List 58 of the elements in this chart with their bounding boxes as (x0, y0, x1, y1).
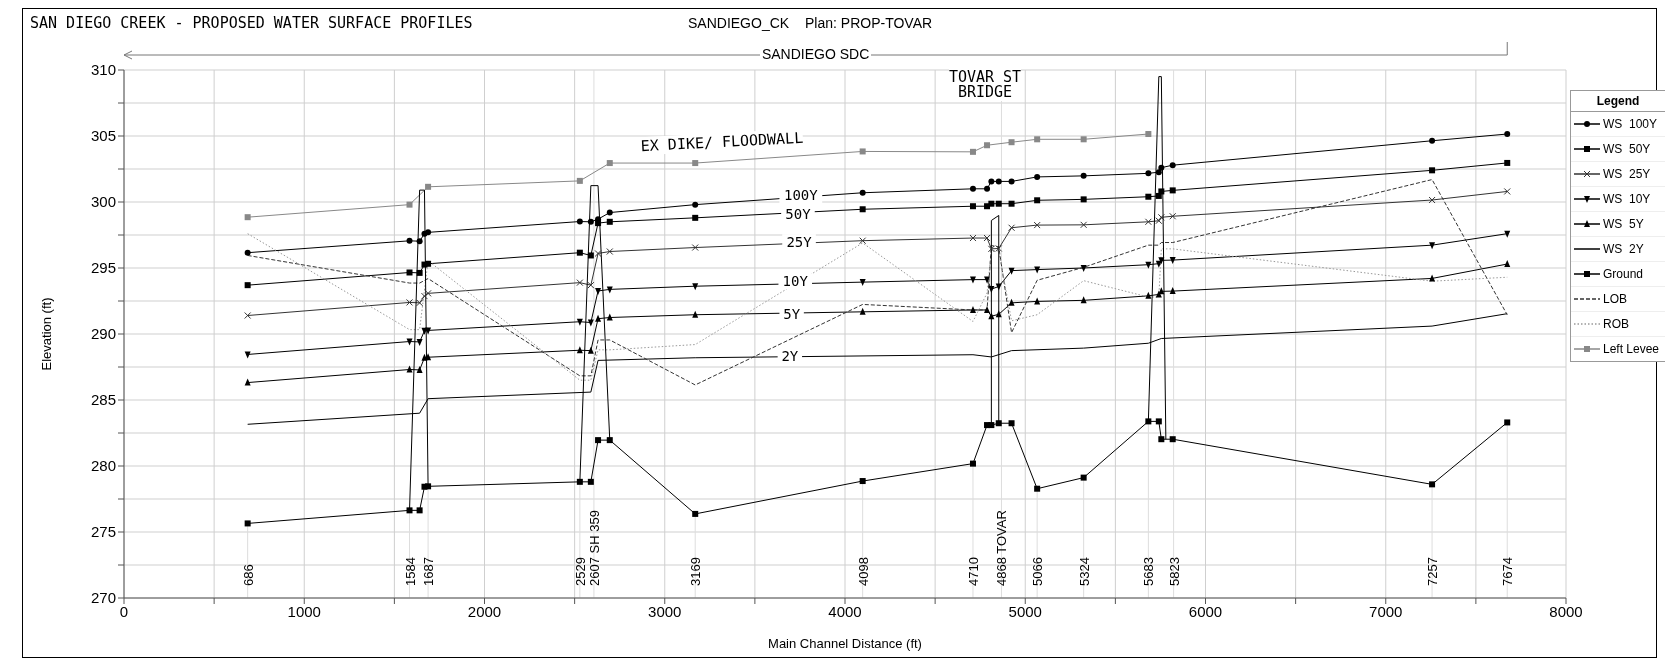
y-tick-label: 305 (90, 127, 116, 145)
ref-line-label: 1687 (421, 557, 437, 586)
x-tick-label: 7000 (1369, 602, 1403, 620)
chart-subtitle: SANDIEGO_CK (688, 15, 790, 31)
annotation: 50Y (785, 205, 812, 222)
ref-line-label: 1584 (402, 557, 418, 586)
ref-line-label: 2607 SH 359 (586, 510, 602, 586)
y-tick-label: 275 (90, 523, 116, 541)
text: Plan: PROP-TOVAR (805, 15, 933, 31)
annotation: 10Y (782, 273, 809, 290)
ref-line-label: 7257 (1425, 557, 1441, 586)
x-tick-label: 1000 (287, 602, 321, 620)
ref-line-label: 5324 (1076, 557, 1092, 586)
annotation: 100Y (783, 187, 819, 204)
x-tick-label: 5000 (1008, 602, 1042, 620)
legend-label: Left Levee (1603, 342, 1660, 356)
x-tick-label: 6000 (1188, 602, 1223, 620)
annotation: 2Y (781, 347, 799, 364)
legend-label: WS 100Y (1603, 117, 1658, 131)
y-tick-label: 290 (90, 325, 116, 343)
chart-title: SAN DIEGO CREEK - PROPOSED WATER SURFACE PROFILES (30, 14, 473, 32)
ref-line-label: 686 (240, 564, 256, 586)
legend-label: ROB (1603, 317, 1630, 331)
x-tick-label: 3000 (648, 602, 682, 620)
legend-title: Legend (1571, 91, 1665, 112)
annotation: TOVAR ST BRIDGE (948, 68, 1022, 101)
ref-line-label: 3169 (688, 557, 704, 586)
x-axis-title: Main Channel Distance (ft) (767, 636, 923, 651)
x-tick-label: 4000 (828, 602, 862, 620)
annotation: EX DIKE/ FLOODWALL (640, 128, 804, 156)
y-tick-label: 285 (90, 391, 116, 409)
y-tick-label: 270 (90, 589, 116, 607)
text: SANDIEGO SDC (759, 46, 872, 62)
legend-label: LOB (1603, 292, 1628, 306)
ref-line-label: 5066 (1030, 557, 1046, 586)
ref-line-label: 7674 (1500, 557, 1516, 586)
legend-label: WS 2Y (1603, 242, 1644, 256)
x-tick-label: 8000 (1549, 602, 1583, 620)
legend-label: WS 10Y (1603, 192, 1651, 206)
ref-line-label: 5823 (1166, 557, 1182, 586)
ref-line-label: 5683 (1141, 557, 1157, 586)
y-tick-label: 295 (90, 259, 116, 277)
y-tick-label: 310 (90, 61, 116, 79)
y-tick-label: 280 (90, 457, 116, 475)
y-axis-title: Elevation (ft) (38, 297, 54, 371)
y-tick-label: 300 (90, 193, 116, 211)
ref-line-label: 4098 (855, 557, 871, 586)
ref-line-label: 4710 (965, 557, 981, 586)
annotation: 5Y (783, 305, 801, 322)
x-tick-label: 2000 (467, 602, 502, 620)
ref-line-label: 4868 TOVAR (994, 510, 1010, 586)
legend-label: Ground (1603, 267, 1644, 281)
legend-label: WS 5Y (1603, 217, 1644, 231)
legend-label: WS 25Y (1603, 167, 1651, 181)
ref-line-label: 2529 (572, 557, 588, 586)
legend-label: WS 50Y (1603, 142, 1651, 156)
annotation: 25Y (786, 234, 813, 251)
x-tick-label: 0 (119, 602, 129, 620)
